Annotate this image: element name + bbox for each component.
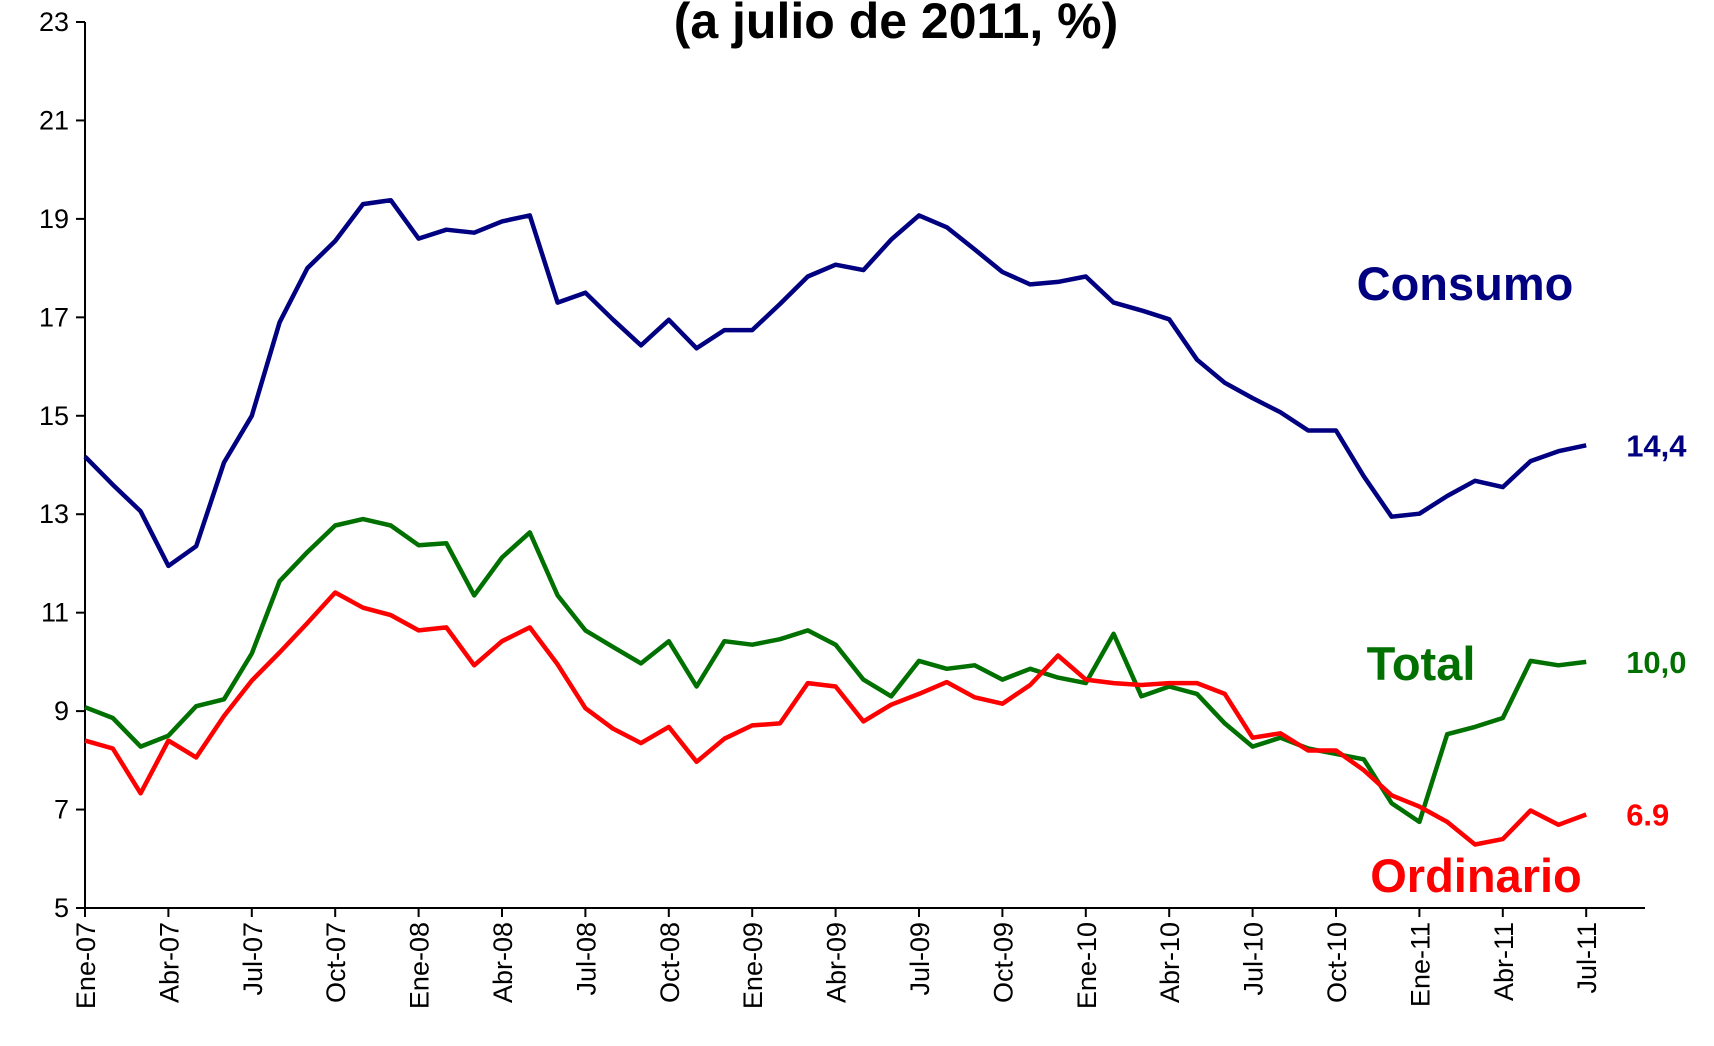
y-tick-label: 19 xyxy=(39,204,69,234)
end-label: 6.9 xyxy=(1626,797,1669,832)
x-tick-label: Abr-10 xyxy=(1155,922,1185,1003)
end-label: 10,0 xyxy=(1626,645,1686,680)
series-line xyxy=(83,197,1587,569)
x-tick-label: Abr-11 xyxy=(1489,922,1519,1001)
x-tick-label: Jul-10 xyxy=(1239,922,1269,996)
x-tick-label: Ene-07 xyxy=(71,922,101,1009)
x-tick-label: Abr-09 xyxy=(822,922,852,1003)
chart-title: (a julio de 2011, %) xyxy=(674,0,1119,49)
y-tick-label: 23 xyxy=(39,7,69,37)
y-tick-label: 15 xyxy=(39,401,69,431)
x-tick-label: Ene-11 xyxy=(1405,922,1435,1007)
x-tick-label: Jul-07 xyxy=(238,922,268,996)
x-tick-label: Jul-08 xyxy=(571,922,601,996)
y-tick-label: 21 xyxy=(39,105,69,135)
y-tick-label: 9 xyxy=(54,696,69,726)
series-name: Ordinario xyxy=(1370,849,1582,902)
x-tick-label: Oct-07 xyxy=(321,922,351,1003)
x-tick-label: Jul-09 xyxy=(905,922,935,996)
x-tick-label: Ene-10 xyxy=(1072,922,1102,1009)
x-tick-label: Jul-11 xyxy=(1572,922,1602,994)
series-name: Total xyxy=(1367,637,1476,690)
y-tick-label: 5 xyxy=(54,893,69,923)
y-tick-label: 11 xyxy=(41,598,69,628)
x-tick-label: Ene-08 xyxy=(405,922,435,1009)
x-tick-label: Abr-07 xyxy=(154,922,184,1003)
x-tick-label: Oct-10 xyxy=(1322,922,1352,1003)
x-tick-label: Abr-08 xyxy=(488,922,518,1003)
series-name: Consumo xyxy=(1357,257,1574,310)
end-label: 14,4 xyxy=(1626,428,1687,463)
series-line xyxy=(84,590,1587,847)
y-tick-label: 13 xyxy=(39,499,69,529)
x-tick-label: Ene-09 xyxy=(738,922,768,1009)
series-line xyxy=(84,516,1587,825)
y-tick-label: 7 xyxy=(54,795,69,825)
x-tick-label: Oct-09 xyxy=(988,922,1018,1003)
y-tick-label: 17 xyxy=(39,302,69,332)
x-tick-label: Oct-08 xyxy=(655,922,685,1003)
